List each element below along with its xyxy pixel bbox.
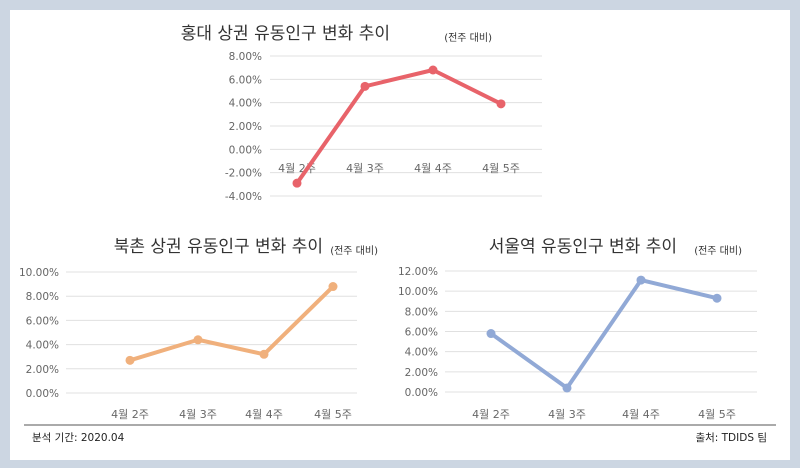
data-point: [193, 335, 203, 345]
bukchon-chart: 북촌 상권 유동인구 변화 추이 (전주 대비) 10.00% 8.00% 6.…: [19, 237, 378, 421]
data-point: [259, 349, 269, 359]
y-tick-label: 0.00%: [26, 388, 59, 400]
y-tick-label: 6.00%: [26, 315, 59, 327]
y-tick-label: 0.00%: [405, 387, 438, 399]
y-tick-label: 8.00%: [405, 306, 438, 318]
seoul-station-chart: 서울역 유동인구 변화 추이 (전주 대비) 12.00% 10.00% 8.0…: [398, 237, 757, 421]
bukchon-series-line: [128, 284, 335, 363]
x-category-label: 4월 5주: [314, 408, 352, 421]
data-point: [360, 81, 370, 91]
y-tick-label: 10.00%: [398, 286, 438, 298]
y-tick-label: -2.00%: [225, 168, 262, 180]
x-category-label: 4월 4주: [622, 408, 660, 421]
data-point: [636, 275, 646, 285]
report-panel: 홍대 상권 유동인구 변화 추이 (전주 대비) 8.00% 6.00% 4.0…: [10, 10, 790, 460]
hongdae-series-line: [295, 68, 503, 186]
y-tick-label: 4.00%: [26, 340, 59, 352]
x-category-label: 4월 3주: [548, 408, 586, 421]
y-tick-label: 0.00%: [229, 144, 262, 156]
data-point: [292, 178, 302, 188]
x-category-label: 4월 4주: [245, 408, 283, 421]
data-point: [428, 65, 438, 75]
y-tick-label: 2.00%: [229, 121, 262, 133]
y-tick-label: 4.00%: [229, 98, 262, 110]
seoul-station-series-line: [489, 278, 719, 390]
bukchon-chart-subtitle: (전주 대비): [330, 245, 378, 257]
data-point: [712, 293, 722, 303]
y-tick-label: 8.00%: [229, 51, 262, 63]
data-point: [328, 282, 338, 292]
y-tick-label: 6.00%: [229, 74, 262, 86]
y-tick-label: 2.00%: [405, 367, 438, 379]
data-point: [496, 99, 506, 109]
hongdae-chart: 홍대 상권 유동인구 변화 추이 (전주 대비) 8.00% 6.00% 4.0…: [181, 24, 542, 203]
source-credit: 출처: TDIDS 팀: [695, 432, 767, 444]
x-category-label: 4월 2주: [472, 408, 510, 421]
data-point: [562, 383, 572, 393]
x-category-label: 4월 3주: [346, 162, 384, 175]
y-tick-label: 2.00%: [26, 364, 59, 376]
y-tick-label: 4.00%: [405, 347, 438, 359]
y-tick-label: -4.00%: [225, 191, 262, 203]
hongdae-chart-title: 홍대 상권 유동인구 변화 추이: [181, 24, 390, 44]
y-tick-label: 6.00%: [405, 327, 438, 339]
y-tick-label: 12.00%: [398, 266, 438, 278]
x-category-label: 4월 5주: [482, 162, 520, 175]
seoul-station-chart-subtitle: (전주 대비): [694, 245, 742, 257]
x-category-label: 4월 5주: [698, 408, 736, 421]
x-category-label: 4월 4주: [414, 162, 452, 175]
y-tick-label: 10.00%: [19, 267, 59, 279]
x-category-label: 4월 3주: [179, 408, 217, 421]
x-category-label: 4월 2주: [111, 408, 149, 421]
seoul-station-chart-title: 서울역 유동인구 변화 추이: [489, 237, 677, 257]
hongdae-chart-subtitle: (전주 대비): [444, 32, 492, 44]
bukchon-chart-title: 북촌 상권 유동인구 변화 추이: [114, 237, 323, 257]
data-point: [125, 355, 135, 365]
analysis-period: 분석 기간: 2020.04: [32, 432, 125, 444]
y-tick-label: 8.00%: [26, 291, 59, 303]
charts-canvas: 홍대 상권 유동인구 변화 추이 (전주 대비) 8.00% 6.00% 4.0…: [19, 24, 776, 444]
data-point: [486, 329, 496, 339]
